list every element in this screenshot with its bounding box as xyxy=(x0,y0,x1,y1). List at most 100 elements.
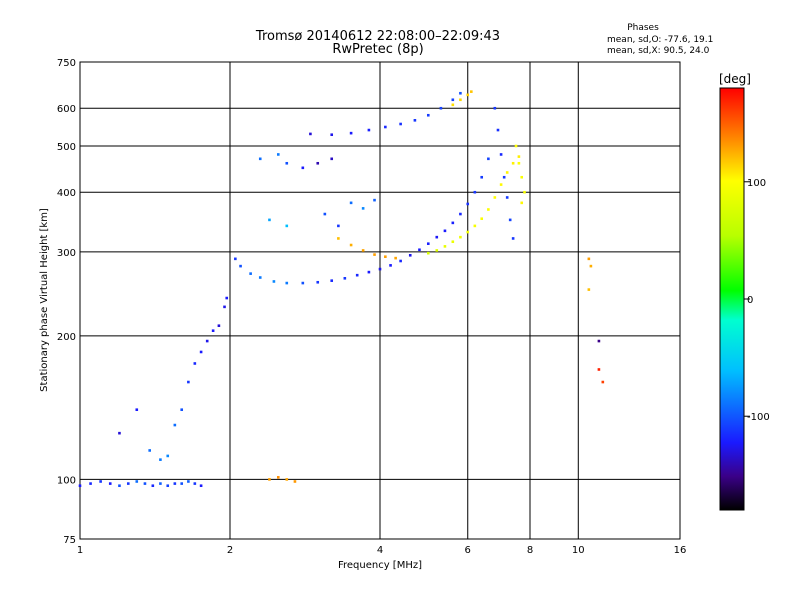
data-point xyxy=(166,454,170,458)
data-point xyxy=(89,482,92,485)
data-point xyxy=(148,449,152,452)
x-tick-label: 4 xyxy=(377,545,383,556)
data-point xyxy=(508,218,512,222)
data-point xyxy=(487,208,490,211)
data-point xyxy=(505,196,509,199)
data-point xyxy=(193,362,197,365)
x-axis-label: Frequency [MHz] xyxy=(338,560,422,571)
data-point xyxy=(394,256,397,260)
y-axis: 75 100 200 300 400 500 600 750 xyxy=(57,58,76,546)
data-point xyxy=(239,264,242,268)
x-tick-label: 8 xyxy=(527,545,533,556)
data-point xyxy=(426,251,430,255)
x-tick-label: 16 xyxy=(674,545,687,556)
data-point xyxy=(384,255,387,259)
x-axis: 1 2 4 6 8 10 16 xyxy=(77,545,687,556)
data-point xyxy=(459,212,462,216)
data-point xyxy=(451,240,455,244)
data-point xyxy=(349,243,353,247)
data-point xyxy=(399,122,402,126)
stats-title: Phases xyxy=(627,23,659,33)
data-point xyxy=(487,157,490,161)
data-point xyxy=(159,458,162,461)
data-point xyxy=(399,259,402,263)
data-point xyxy=(135,408,139,412)
data-point xyxy=(496,128,500,132)
data-point xyxy=(126,482,130,485)
data-point xyxy=(108,482,112,485)
data-point xyxy=(180,408,184,412)
data-point xyxy=(223,305,226,309)
data-point xyxy=(285,281,289,285)
data-point xyxy=(225,296,229,300)
data-point xyxy=(443,229,447,233)
data-point xyxy=(361,207,365,210)
data-point xyxy=(443,245,447,248)
data-point xyxy=(480,175,484,179)
y-tick-label: 100 xyxy=(57,475,76,486)
data-point xyxy=(330,279,334,282)
data-point xyxy=(589,264,593,268)
data-point xyxy=(493,196,497,199)
data-point xyxy=(514,144,518,148)
data-point xyxy=(159,482,162,485)
data-point xyxy=(459,91,462,95)
data-point xyxy=(418,248,421,252)
data-point xyxy=(337,224,340,228)
data-point xyxy=(268,218,271,222)
data-point xyxy=(330,157,334,161)
data-point xyxy=(373,198,376,202)
data-point xyxy=(439,106,443,110)
data-point xyxy=(373,253,376,256)
data-point xyxy=(505,171,509,174)
data-point xyxy=(499,153,503,156)
data-point xyxy=(99,480,102,483)
data-point xyxy=(520,175,524,179)
data-point xyxy=(367,270,371,274)
data-point xyxy=(435,249,439,252)
colorbar-tick-label: 0 xyxy=(747,295,753,306)
data-point xyxy=(199,350,203,354)
data-point xyxy=(470,90,473,93)
data-point xyxy=(451,98,455,102)
data-point xyxy=(355,273,359,277)
data-point xyxy=(187,480,190,483)
data-point xyxy=(459,235,462,239)
data-point xyxy=(511,237,515,240)
data-point xyxy=(426,242,430,245)
data-point xyxy=(451,103,455,107)
data-point xyxy=(285,478,289,481)
chart-title: Tromsø 20140612 22:08:00–22:09:43 xyxy=(255,29,500,44)
data-point xyxy=(268,478,271,481)
colorbar-tick-label: -100 xyxy=(747,412,770,423)
data-point xyxy=(143,482,147,485)
data-point xyxy=(343,276,347,280)
x-tick-label: 6 xyxy=(465,545,471,556)
data-point xyxy=(361,249,365,252)
data-point xyxy=(166,484,170,488)
data-point xyxy=(520,201,524,205)
data-point xyxy=(272,280,276,283)
data-point xyxy=(349,201,353,205)
data-point xyxy=(316,280,320,284)
colorbar-tick-label: 100 xyxy=(747,178,766,189)
colorbar-ticks: 100 0 -100 xyxy=(744,178,770,423)
data-point xyxy=(511,161,515,165)
y-tick-label: 750 xyxy=(57,58,76,69)
y-tick-label: 200 xyxy=(57,332,76,343)
data-point xyxy=(466,202,470,206)
chart-subtitle: RwPretec (8p) xyxy=(332,42,423,57)
y-tick-label: 500 xyxy=(57,142,76,153)
data-point xyxy=(499,183,503,186)
data-point xyxy=(323,212,327,216)
data-point xyxy=(309,132,312,136)
colorbar-label: [deg] xyxy=(719,72,751,86)
data-point xyxy=(234,257,237,261)
data-point xyxy=(301,166,305,170)
data-points xyxy=(78,90,605,488)
data-point xyxy=(258,157,262,161)
data-point xyxy=(301,281,305,285)
data-point xyxy=(249,272,252,275)
data-point xyxy=(523,190,526,194)
stats-line-o: mean, sd,O: -77.6, 19.1 xyxy=(607,35,713,45)
